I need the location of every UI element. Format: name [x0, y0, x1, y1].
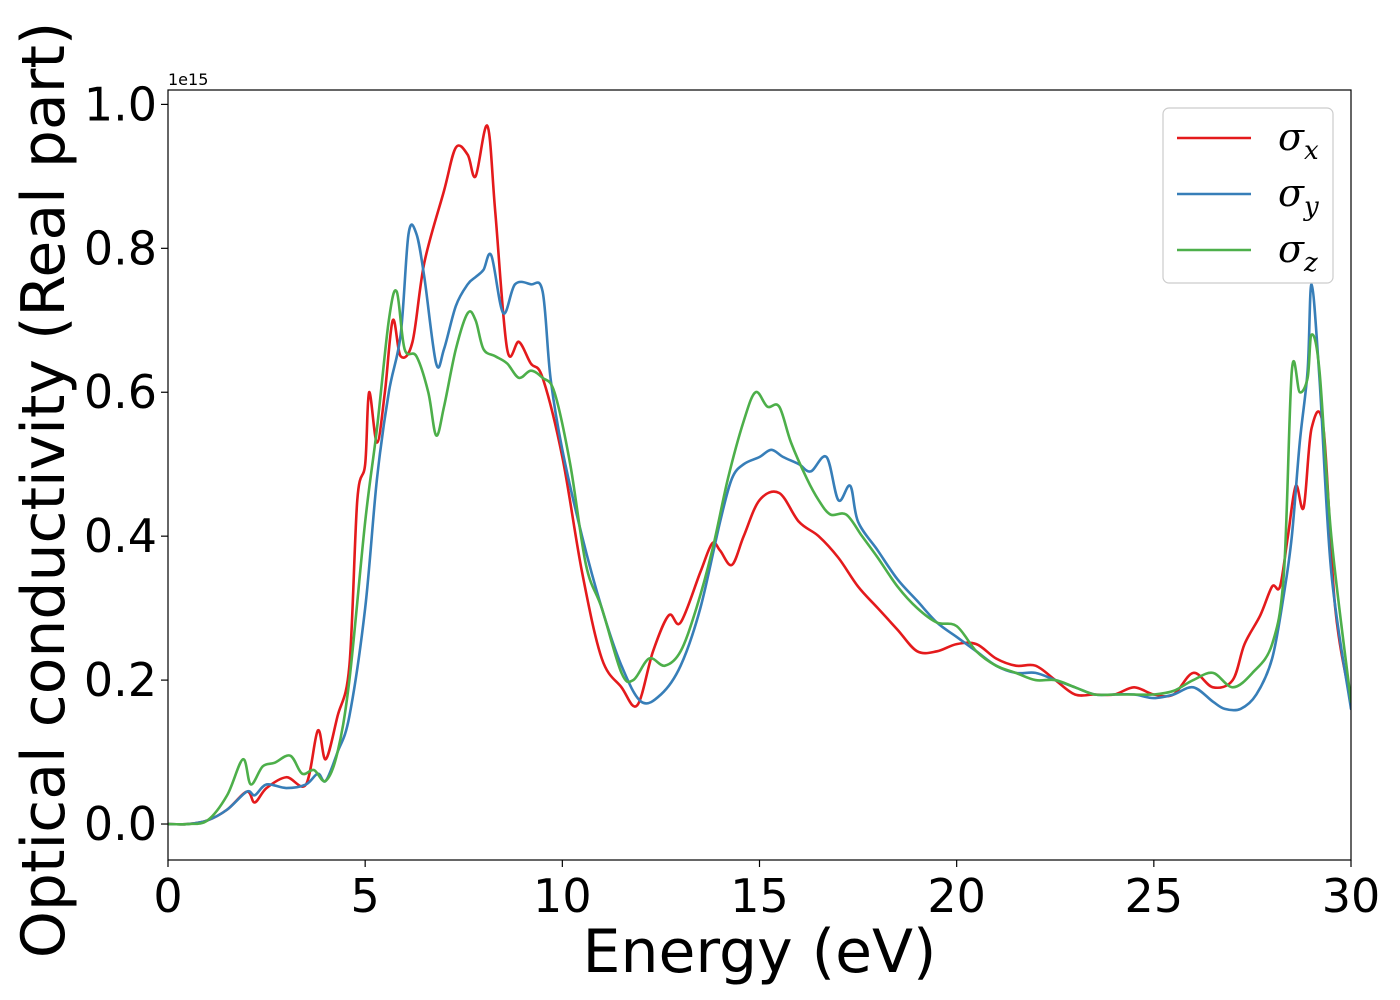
y-tick-label: 0.2 — [84, 653, 157, 707]
x-tick-label: 10 — [533, 869, 592, 923]
y-tick-label: 0.0 — [84, 797, 157, 851]
y-offset-label: 1e15 — [168, 70, 208, 89]
x-axis: 0 5 10 15 20 25 30 — [153, 860, 1380, 923]
legend-box — [1162, 107, 1334, 284]
y-tick-label: 0.6 — [84, 365, 157, 419]
x-tick-label: 15 — [730, 869, 789, 923]
y-tick-label: 1.0 — [84, 77, 157, 131]
x-tick-label: 20 — [927, 869, 986, 923]
x-tick-label: 30 — [1322, 869, 1381, 923]
series-line-y — [168, 223, 1351, 826]
x-axis-title: Energy (eV) — [583, 917, 937, 987]
y-axis: 0.0 0.2 0.4 0.6 0.8 1.0 — [84, 77, 168, 851]
series-line-z — [168, 289, 1351, 826]
x-tick-label: 0 — [153, 869, 182, 923]
x-tick-label: 25 — [1125, 869, 1184, 923]
y-tick-label: 0.4 — [84, 509, 157, 563]
y-tick-label: 0.8 — [84, 221, 157, 275]
x-tick-label: 5 — [351, 869, 380, 923]
series-lines — [168, 124, 1351, 826]
series-line-x — [168, 124, 1351, 826]
y-axis-title: Optical conductivity (Real part) — [9, 22, 79, 959]
